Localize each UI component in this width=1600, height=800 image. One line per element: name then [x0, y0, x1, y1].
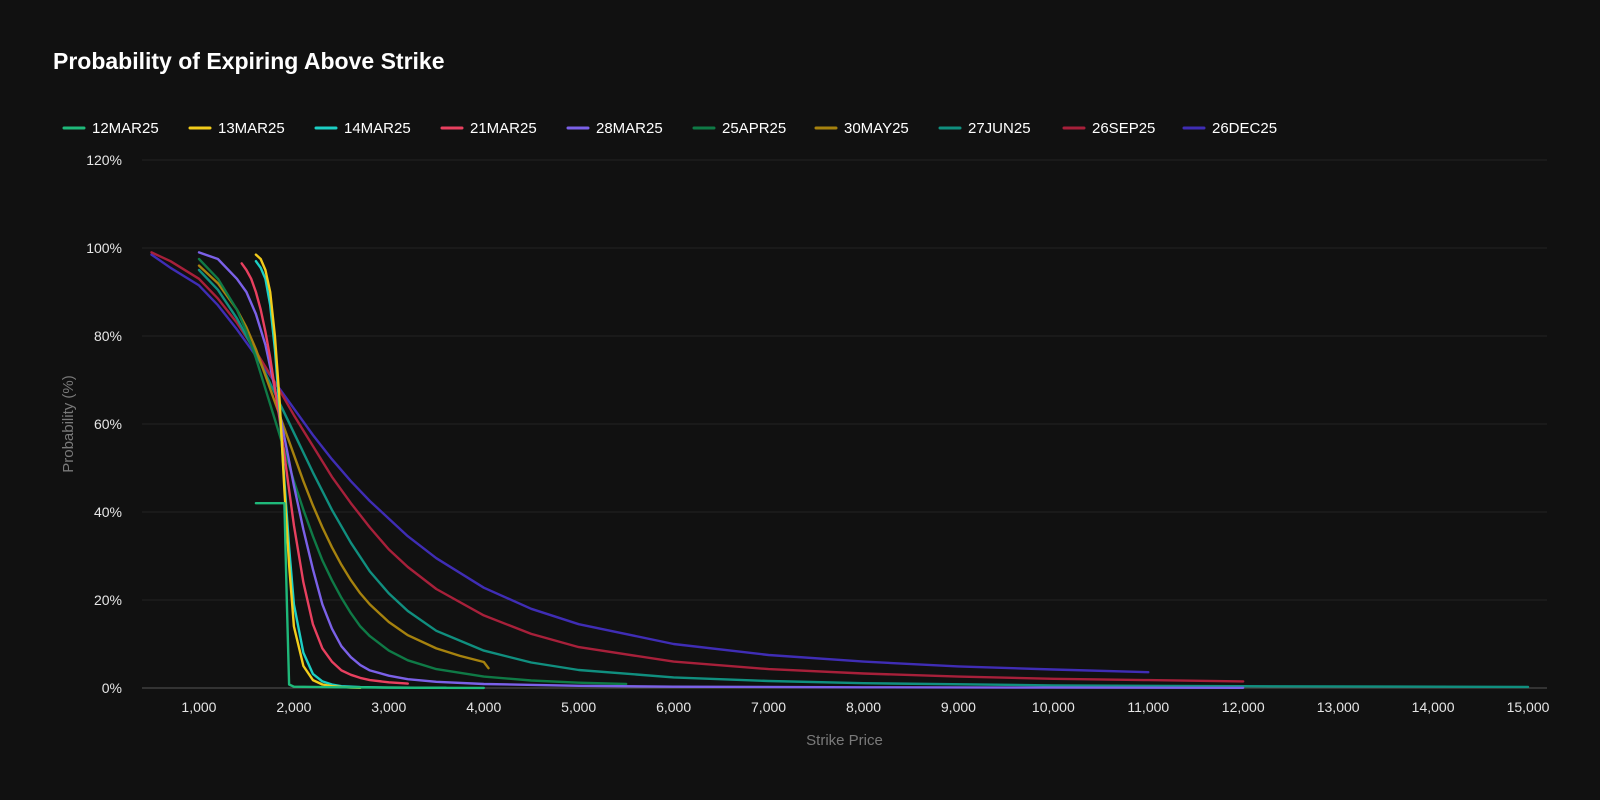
y-tick-label: 40% — [94, 504, 122, 520]
series-lines — [150, 251, 1530, 690]
y-tick-label: 20% — [94, 592, 122, 608]
x-tick-label: 11,000 — [1127, 699, 1169, 715]
x-tick-label: 8,000 — [846, 699, 881, 715]
y-axis-title: Probability (%) — [60, 375, 77, 473]
series-line-28mar25 — [197, 251, 1245, 689]
legend-label-25apr25: 25APR25 — [722, 120, 786, 137]
x-tick-label: 9,000 — [941, 699, 976, 715]
x-tick-label: 10,000 — [1032, 699, 1075, 715]
x-tick-label: 6,000 — [656, 699, 691, 715]
x-tick-label: 12,000 — [1222, 699, 1265, 715]
y-tick-label: 0% — [102, 680, 122, 696]
series-line-12mar25 — [254, 502, 485, 690]
series-line-21mar25 — [240, 262, 409, 685]
series-line-25apr25 — [197, 257, 628, 686]
x-tick-label: 1,000 — [181, 699, 216, 715]
series-line-26dec25 — [150, 253, 1150, 674]
legend-label-26dec25: 26DEC25 — [1212, 120, 1277, 137]
series-line-27jun25 — [197, 268, 1530, 689]
legend: 12MAR25 13MAR25 14MAR25 21MAR25 28MAR25 25APR… — [62, 120, 1277, 137]
y-tick-label: 100% — [86, 240, 122, 256]
x-tick-label: 13,000 — [1317, 699, 1360, 715]
legend-label-27jun25: 27JUN25 — [968, 120, 1031, 137]
legend-label-26sep25: 26SEP25 — [1092, 120, 1155, 137]
legend-label-14mar25: 14MAR25 — [344, 120, 411, 137]
legend-label-12mar25: 12MAR25 — [92, 120, 159, 137]
y-tick-label: 60% — [94, 416, 122, 432]
legend-label-21mar25: 21MAR25 — [470, 120, 537, 137]
x-tick-label: 14,000 — [1412, 699, 1455, 715]
legend-label-13mar25: 13MAR25 — [218, 120, 285, 137]
series-line-30may25 — [197, 264, 490, 670]
x-tick-label: 4,000 — [466, 699, 501, 715]
axes: 0% 20% 40% 60% 80% 100% 120% 1,000 2,000 3,000 4,0… — [60, 152, 1550, 749]
legend-label-30may25: 30MAY25 — [844, 120, 909, 137]
y-tick-label: 120% — [86, 152, 122, 168]
x-tick-label: 2,000 — [276, 699, 311, 715]
y-tick-label: 80% — [94, 328, 122, 344]
series-line-26sep25 — [150, 251, 1245, 683]
x-tick-label: 7,000 — [751, 699, 786, 715]
legend-label-28mar25: 28MAR25 — [596, 120, 663, 137]
chart-title: Probability of Expiring Above Strike — [53, 48, 445, 74]
x-axis-title: Strike Price — [806, 732, 883, 749]
x-tick-label: 5,000 — [561, 699, 596, 715]
x-tick-label: 3,000 — [371, 699, 406, 715]
x-tick-label: 15,000 — [1507, 699, 1550, 715]
grid-lines — [142, 159, 1547, 601]
